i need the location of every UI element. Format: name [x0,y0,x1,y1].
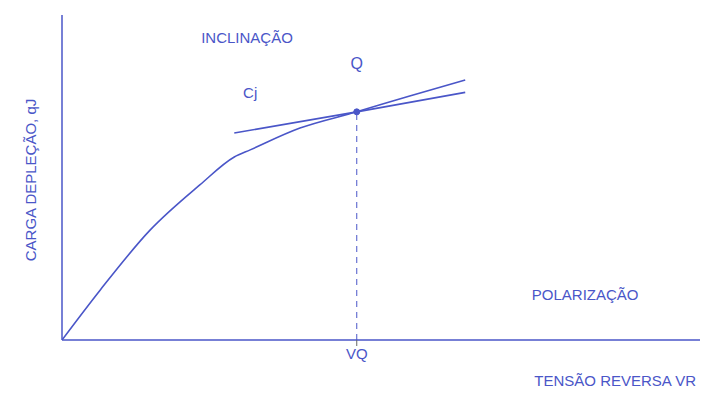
svg-text:POLARIZAÇÃO: POLARIZAÇÃO [532,286,639,303]
svg-text:INCLINAÇÃO: INCLINAÇÃO [201,29,293,46]
svg-text:Q: Q [351,55,363,72]
svg-text:TENSÃO REVERSA VR: TENSÃO REVERSA VR [534,372,696,389]
svg-text:Cj: Cj [243,84,257,101]
html-text:CARGA DEPLEÇÃO, qJ: CARGA DEPLEÇÃO, qJ [21,98,39,262]
svg-text:VQ: VQ [346,345,368,362]
